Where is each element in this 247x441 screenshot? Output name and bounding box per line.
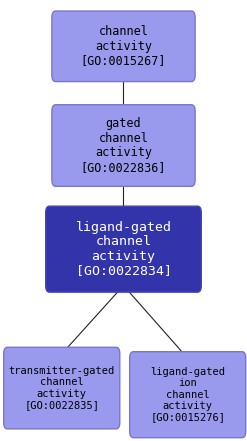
FancyBboxPatch shape <box>52 11 195 82</box>
Text: transmitter-gated
channel
activity
[GO:0022835]: transmitter-gated channel activity [GO:0… <box>9 366 115 410</box>
FancyArrowPatch shape <box>124 286 187 357</box>
Text: channel
activity
[GO:0015267]: channel activity [GO:0015267] <box>81 25 166 67</box>
FancyBboxPatch shape <box>46 206 201 292</box>
FancyArrowPatch shape <box>121 180 126 212</box>
Text: gated
channel
activity
[GO:0022836]: gated channel activity [GO:0022836] <box>81 117 166 174</box>
FancyBboxPatch shape <box>4 348 120 429</box>
FancyBboxPatch shape <box>130 352 246 437</box>
FancyArrowPatch shape <box>62 286 124 353</box>
FancyBboxPatch shape <box>52 105 195 186</box>
Text: ligand-gated
channel
activity
[GO:0022834]: ligand-gated channel activity [GO:002283… <box>76 221 171 277</box>
FancyArrowPatch shape <box>121 75 126 110</box>
Text: ligand-gated
ion
channel
activity
[GO:0015276]: ligand-gated ion channel activity [GO:00… <box>150 367 225 422</box>
